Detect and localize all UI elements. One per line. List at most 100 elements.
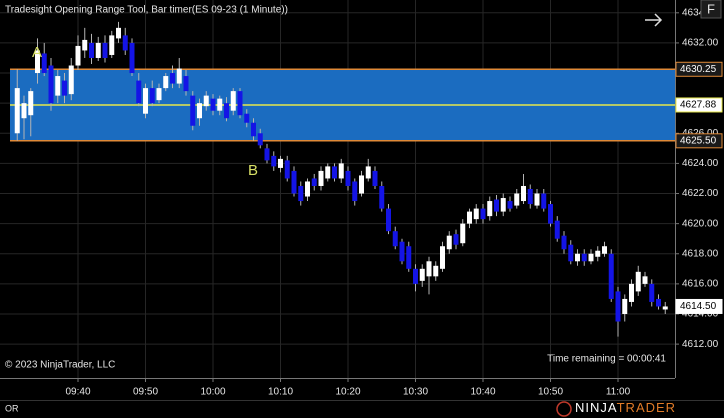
candle-body <box>494 199 499 212</box>
candle-body <box>595 250 601 257</box>
logo-part: TRADER <box>617 400 676 415</box>
candle-body <box>291 170 297 194</box>
x-tick-label: 11:00 <box>606 387 631 398</box>
candle-body <box>136 80 142 104</box>
candle-body <box>399 241 405 262</box>
copyright: © 2023 NinjaTrader, LLC <box>5 360 115 371</box>
candle-body <box>271 155 277 167</box>
logo-mark <box>556 401 572 417</box>
x-tick-label: 10:30 <box>403 387 428 398</box>
candle-body <box>608 253 614 299</box>
price-flag-label: 4627.88 <box>680 100 717 111</box>
price-flag <box>675 298 723 314</box>
y-tick-label: 4632.00 <box>682 38 719 49</box>
y-tick-label: 4622.00 <box>682 188 719 199</box>
candle-body <box>143 88 148 114</box>
candle-body <box>521 185 526 202</box>
y-tick-label: 4624.00 <box>682 158 719 169</box>
candle-body <box>440 246 445 269</box>
price-flag <box>675 133 723 149</box>
candle-body <box>41 53 47 74</box>
candle-body <box>48 65 54 104</box>
candle-body <box>406 246 412 269</box>
price-flag-label: 4630.25 <box>680 64 717 75</box>
candle-body <box>386 208 391 232</box>
x-tick-label: 10:40 <box>470 387 495 398</box>
candle-body <box>21 103 27 119</box>
candle-body <box>635 271 641 292</box>
button-label[interactable]: F <box>707 1 715 16</box>
indicator-label: OR <box>5 403 19 413</box>
candle-body <box>453 234 459 245</box>
candle-body <box>500 198 506 212</box>
candle-body <box>575 253 580 262</box>
candle-body <box>122 35 128 51</box>
candles <box>14 21 668 337</box>
candle-body <box>548 204 553 224</box>
candle-body <box>561 235 567 250</box>
candle-body <box>251 122 256 137</box>
candle-body <box>649 283 655 302</box>
candle-body <box>190 95 196 126</box>
candle-body <box>426 261 432 277</box>
candle-body <box>365 166 371 179</box>
x-tick-label: 09:50 <box>133 387 158 398</box>
navigate-arrow[interactable] <box>645 13 663 27</box>
price-flag <box>675 61 723 77</box>
candle-body <box>338 163 344 179</box>
candle-body <box>507 201 513 209</box>
candle-body <box>413 268 418 284</box>
candle-body <box>372 170 378 186</box>
opening-range <box>10 68 675 142</box>
candle-body <box>379 185 385 209</box>
candle-body <box>129 42 135 74</box>
y-tick-label: 4614.00 <box>682 309 719 320</box>
candle-body <box>311 178 317 186</box>
candle-body <box>284 160 290 179</box>
candle-body <box>615 291 621 322</box>
candle-body <box>541 193 547 209</box>
x-tick-label: 10:10 <box>268 387 293 398</box>
candle-body <box>298 185 304 202</box>
candle-body <box>224 103 229 119</box>
candle-body <box>467 211 472 224</box>
chart-title: Tradesight Opening Range Tool, Bar timer… <box>5 5 288 16</box>
candle-body <box>278 158 283 168</box>
x-tick-label: 10:20 <box>335 387 360 398</box>
candle-body <box>325 166 331 179</box>
candle-body <box>473 208 479 220</box>
candle-body <box>149 88 155 104</box>
candle-body <box>55 76 61 96</box>
candle-body <box>183 76 189 92</box>
candle-body <box>622 298 628 314</box>
candle-body <box>318 170 324 186</box>
candle-body <box>629 283 634 302</box>
candle-body <box>230 91 236 111</box>
candle-body <box>332 166 337 179</box>
y-tick-label: 4618.00 <box>682 248 719 259</box>
candle-body <box>264 148 270 161</box>
candle-body <box>419 268 425 281</box>
x-tick-label: 10:50 <box>538 387 563 398</box>
y-tick-label: 4616.00 <box>682 279 719 290</box>
button-frame[interactable] <box>700 0 722 19</box>
annotation: B <box>248 162 258 179</box>
annotation: A <box>32 44 42 61</box>
price-flag-label: 4614.50 <box>680 301 717 312</box>
candle-body <box>109 35 115 55</box>
candle-body <box>102 42 108 58</box>
candle-body <box>244 113 250 123</box>
candle-body <box>392 231 398 247</box>
logo-part: NINJA <box>575 400 617 415</box>
candle-body <box>62 80 67 96</box>
candle-body <box>163 76 169 89</box>
candle-body <box>527 189 533 205</box>
candle-body <box>480 208 486 220</box>
candle-body <box>116 27 121 39</box>
candle-body <box>433 265 439 277</box>
candle-body <box>446 235 452 250</box>
candle-body <box>662 306 668 310</box>
y-tick-label: 4620.00 <box>682 218 719 229</box>
candle-body <box>82 39 88 51</box>
candle-body <box>89 42 94 58</box>
